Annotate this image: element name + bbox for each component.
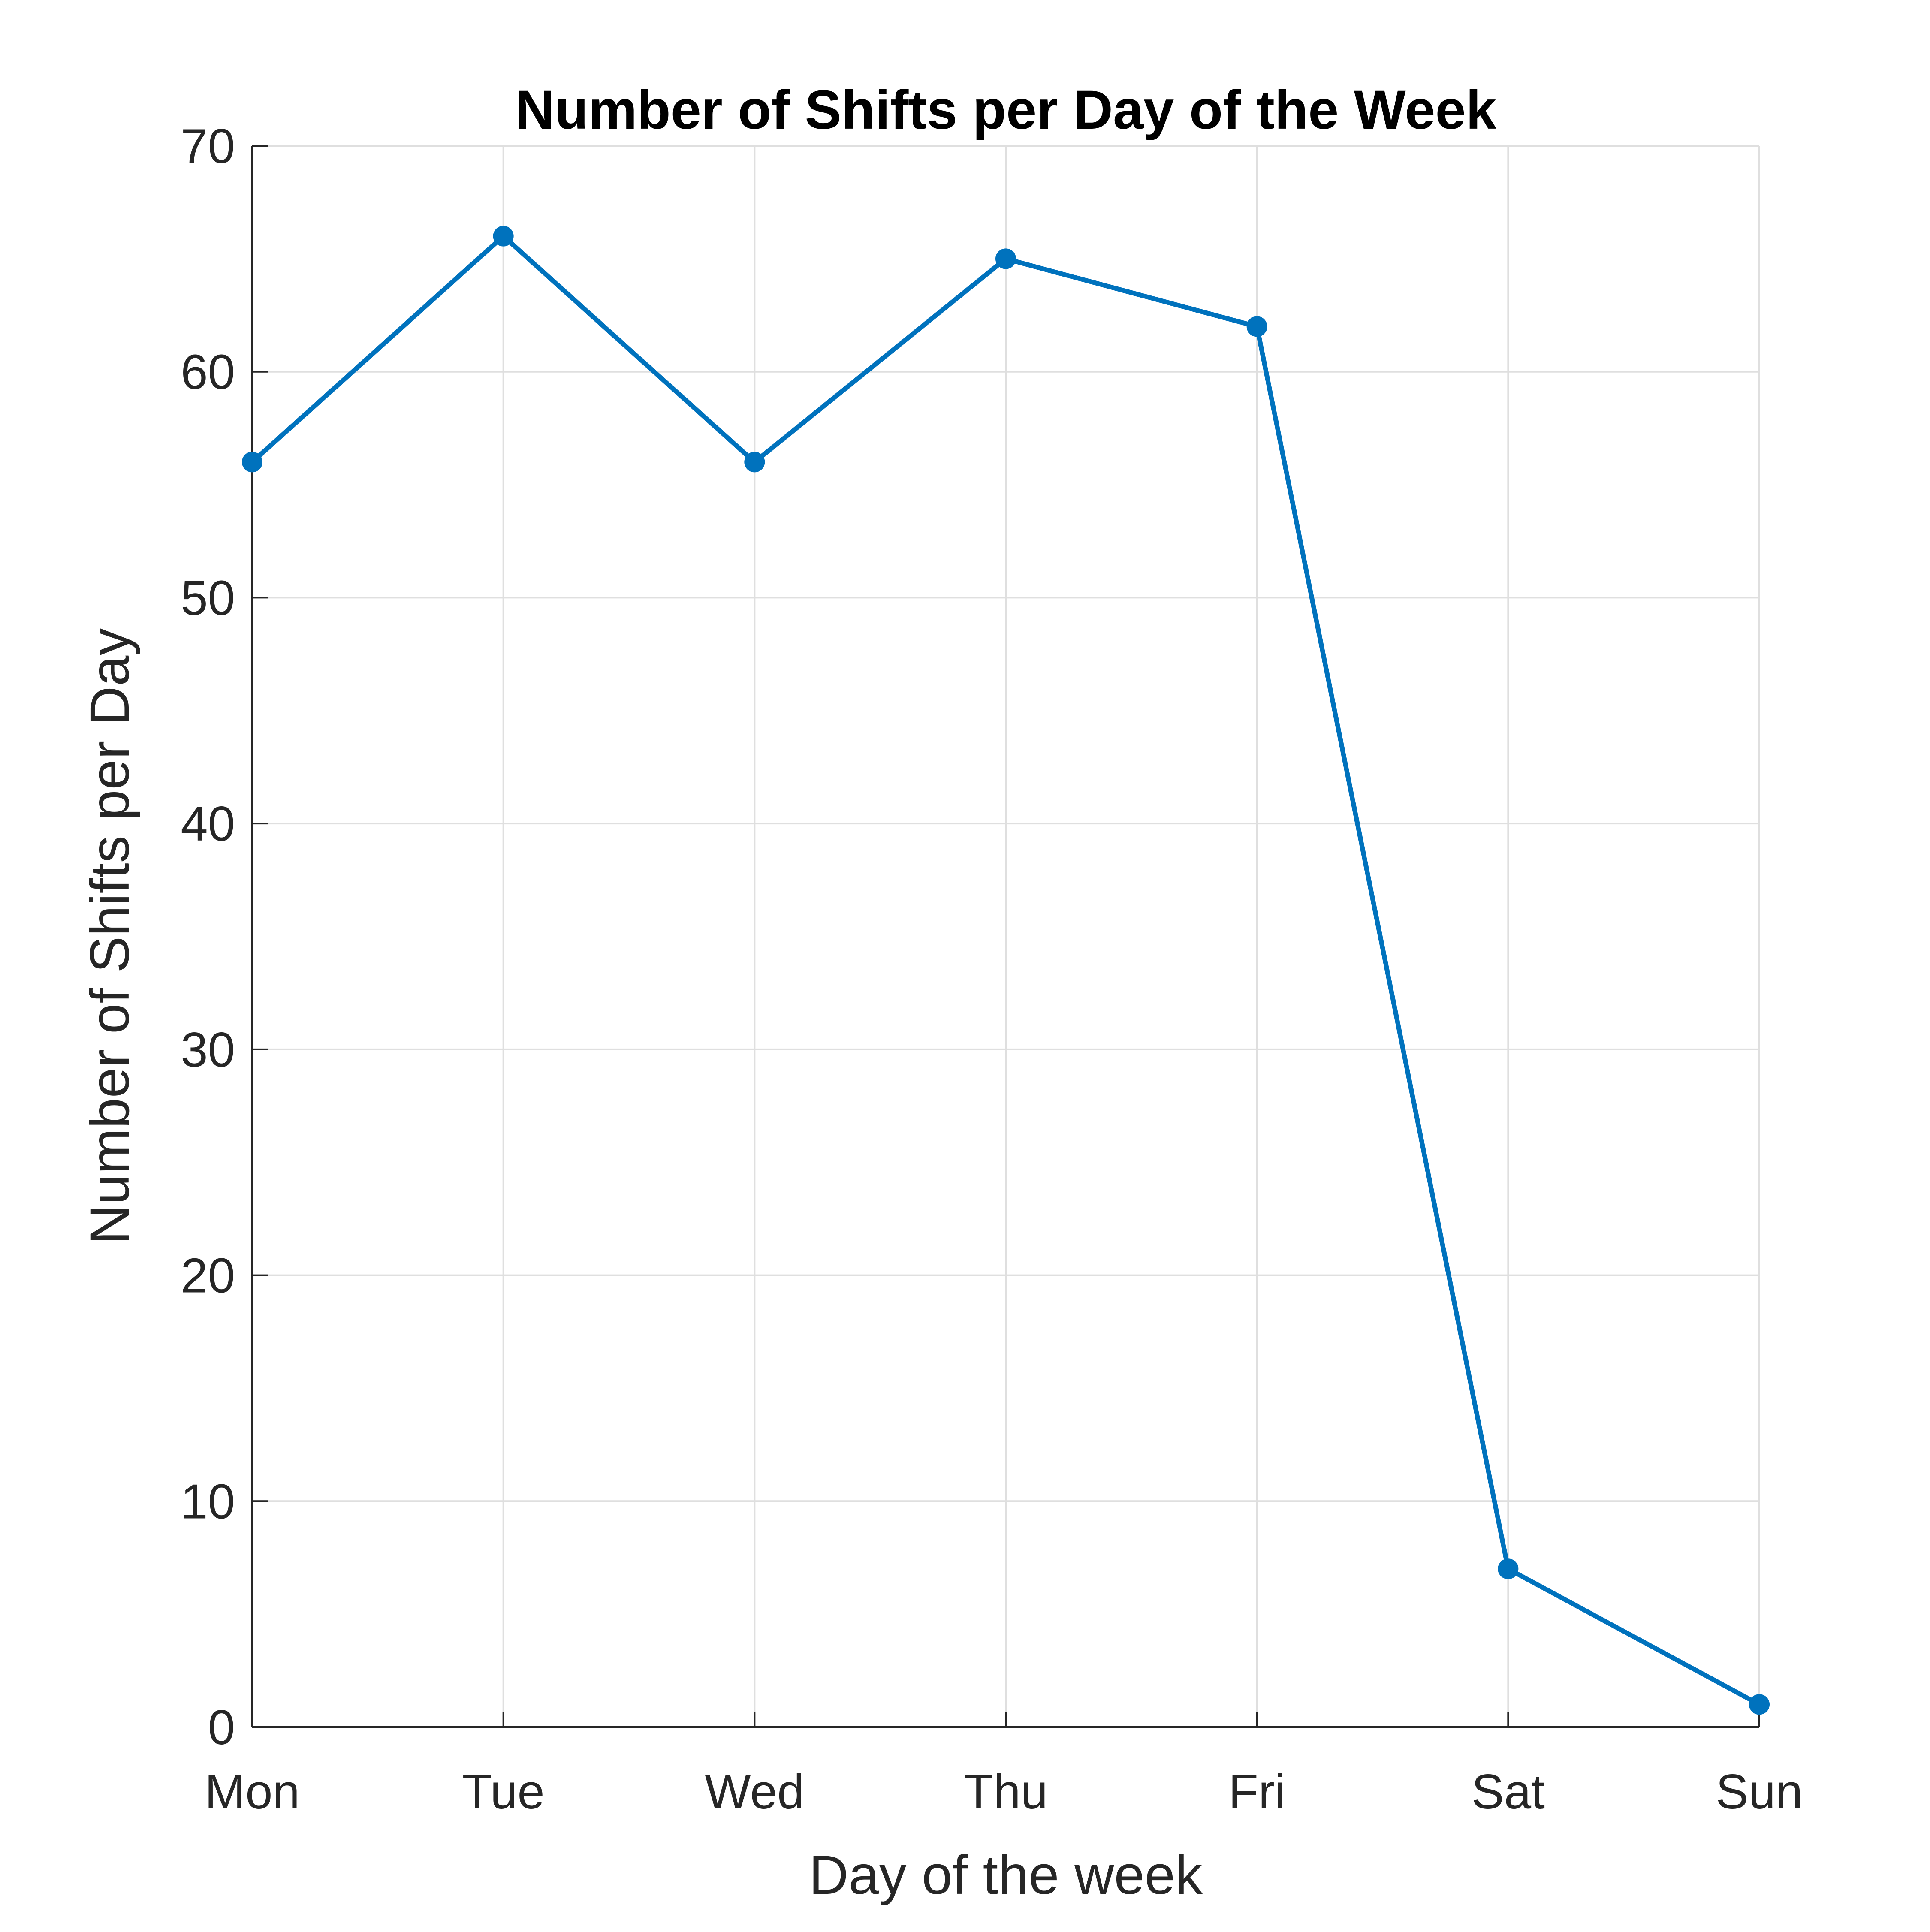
y-tick-label: 40 [181, 797, 235, 851]
tick-labels: 0 10 20 30 40 50 60 70 Mon Tue Wed Thu Fri Sat Sun [181, 119, 1803, 1819]
data-point-tue [493, 226, 514, 247]
x-tick-label-mon: Mon [205, 1765, 300, 1819]
data-point-wed [744, 452, 765, 473]
x-tick-label-tue: Tue [462, 1765, 545, 1819]
axes [251, 145, 1760, 1728]
x-tick-label-sat: Sat [1472, 1765, 1545, 1819]
y-tick-label: 20 [181, 1249, 235, 1303]
data-point-fri [1246, 316, 1267, 337]
data-point-mon [242, 452, 262, 473]
x-tick-label-thu: Thu [964, 1765, 1048, 1819]
y-tick-label: 70 [181, 119, 235, 174]
y-tick-label: 30 [181, 1023, 235, 1077]
data-point-sat [1498, 1558, 1519, 1579]
chart-title: Number of Shifts per Day of the Week [515, 79, 1497, 141]
x-tick-label-sun: Sun [1716, 1765, 1803, 1819]
data-point-thu [995, 248, 1016, 269]
series-layer [242, 226, 1770, 1715]
y-axis-label: Number of Shifts per Day [79, 628, 141, 1245]
y-tick-label: 0 [208, 1700, 235, 1755]
x-tick-label-fri: Fri [1228, 1765, 1285, 1819]
y-tick-label: 50 [181, 571, 235, 625]
x-axis-label: Day of the week [809, 1845, 1203, 1906]
x-tick-label-wed: Wed [705, 1765, 804, 1819]
y-tick-label: 60 [181, 345, 235, 400]
y-tick-label: 10 [181, 1474, 235, 1529]
data-point-sun [1749, 1694, 1770, 1715]
